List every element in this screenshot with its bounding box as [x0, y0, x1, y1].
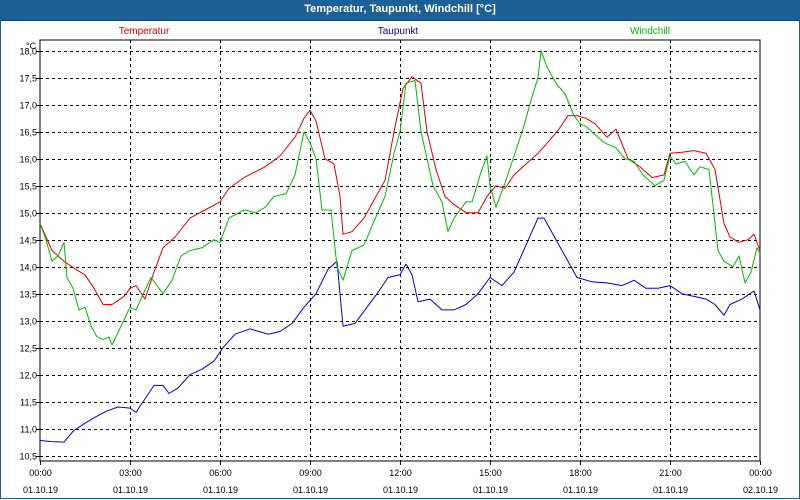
y-tick-label: 14,5: [19, 236, 37, 246]
x-tick-time: 06:00: [209, 468, 232, 478]
y-tick-label: 11,0: [20, 425, 37, 435]
x-tick-time: 00:00: [29, 468, 52, 478]
y-tick-label: 15,5: [19, 182, 37, 192]
legend-item-windchill: Windchill: [630, 26, 670, 37]
y-axis: 10,5 11,0 11,5 12,0 12,5 13,0 13,5 14,0 14,5 15,0…: [19, 47, 40, 462]
x-tick-date: 01.10.19: [473, 485, 508, 495]
series-line-windchill: [39, 50, 761, 346]
y-tick-label: 13,5: [19, 290, 37, 300]
y-tick-label: 14,0: [19, 263, 37, 273]
series-line-taupunkt: [39, 217, 761, 443]
y-tick-label: 10,5: [19, 452, 37, 462]
y-tick-label: 17,0: [19, 101, 37, 111]
x-tick-time: 12:00: [389, 468, 412, 478]
y-tick-label: 15,0: [19, 209, 37, 219]
chart-title: Temperatur, Taupunkt, Windchill [°C]: [0, 0, 800, 21]
series-line-temperatur: [39, 76, 761, 305]
y-tick-label: 12,5: [19, 344, 37, 354]
x-tick-date: 01.10.19: [23, 485, 58, 495]
y-tick-label: 16,5: [19, 128, 37, 138]
x-axis: 00:00 01.10.19 03:00 01.10.19 06:00 01.10.19 0…: [23, 461, 778, 495]
y-tick-label: 17,5: [19, 74, 37, 84]
x-tick-date: 01.10.19: [293, 485, 328, 495]
x-tick-time: 03:00: [119, 468, 142, 478]
y-tick-label: 11,5: [20, 398, 37, 408]
x-tick-date: 01.10.19: [563, 485, 598, 495]
series-group: [39, 50, 761, 443]
x-tick-time: 15:00: [479, 468, 502, 478]
grid: [39, 39, 761, 462]
x-tick-time: 21:00: [659, 468, 682, 478]
legend-item-temperatur: Temperatur: [119, 26, 170, 37]
legend-item-taupunkt: Taupunkt: [378, 26, 419, 37]
x-tick-date: 02.10.19: [743, 485, 778, 495]
x-tick-time: 18:00: [569, 468, 592, 478]
x-tick-date: 01.10.19: [653, 485, 688, 495]
x-tick-time: 09:00: [299, 468, 322, 478]
legend: Temperatur Taupunkt Windchill: [119, 26, 670, 37]
x-tick-time: 00:00: [749, 468, 772, 478]
y-tick-label: 18,0: [19, 47, 37, 57]
x-tick-date: 01.10.19: [203, 485, 238, 495]
x-tick-date: 01.10.19: [113, 485, 148, 495]
y-tick-label: 13,0: [19, 317, 37, 327]
y-tick-label: 12,0: [19, 371, 37, 381]
y-axis-label: °C: [26, 41, 37, 51]
y-tick-label: 16,0: [19, 155, 37, 165]
x-tick-date: 01.10.19: [383, 485, 418, 495]
